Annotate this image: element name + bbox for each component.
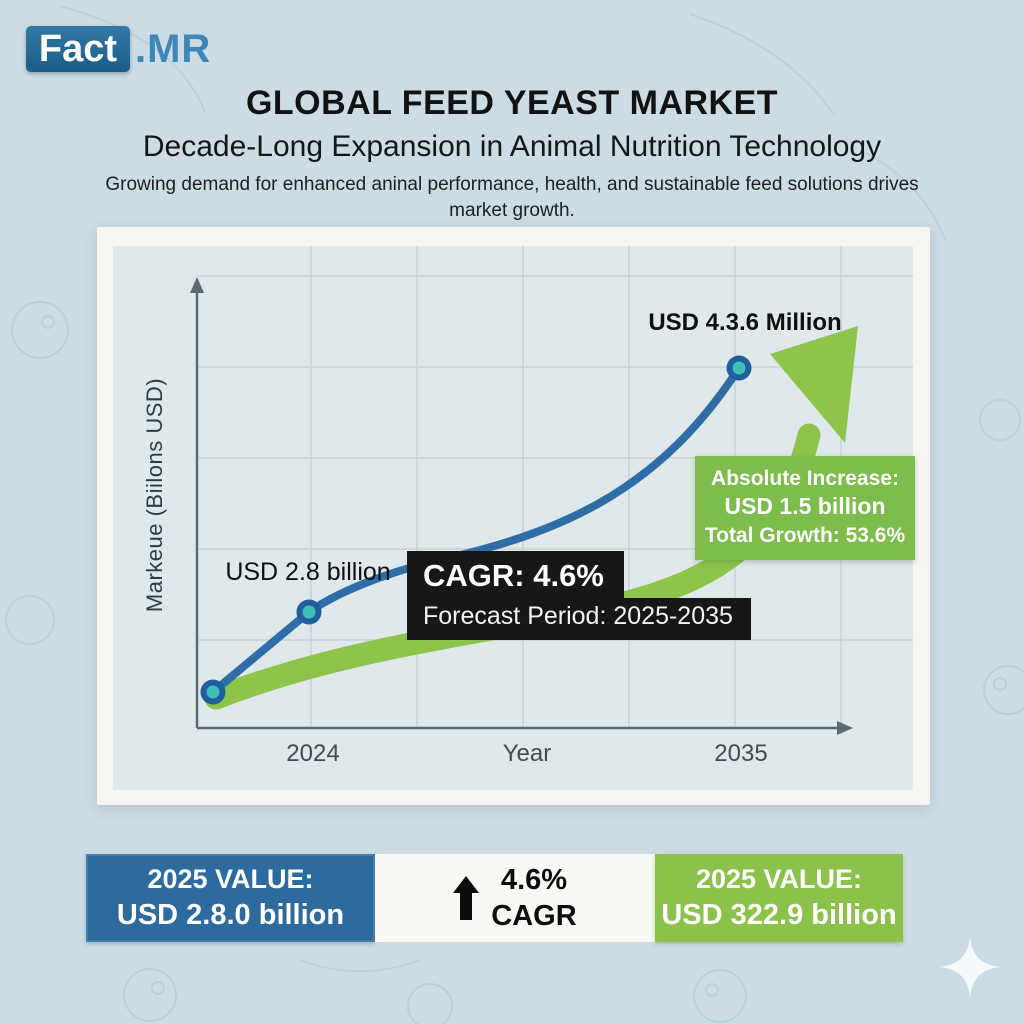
stat-label: 2025 VALUE: (147, 863, 314, 894)
sparkle-icon (939, 936, 1001, 998)
data-point-2024 (200, 679, 226, 705)
up-arrow-icon (453, 876, 480, 920)
stat-value: USD 322.9 billion (661, 898, 897, 931)
cagr-value: CAGR: 4.6% (407, 551, 624, 599)
page-title: GLOBAL FEED YEAST MARKET (245, 84, 779, 122)
x-tick-2035: 2035 (714, 740, 768, 767)
axes (195, 289, 843, 730)
total-growth-value: Total Growth: 53.6% (704, 524, 906, 548)
stats-bar: 2025 VALUE: USD 2.8.0 billion 4.6% CAGR … (86, 854, 903, 942)
y-axis-label: Markeue (Biilons USD) (142, 377, 167, 613)
y-axis-arrow-icon (190, 277, 204, 293)
stat-box-cagr: 4.6% CAGR (375, 854, 655, 942)
absolute-increase-label: Absolute Increase: (711, 467, 899, 490)
point-label-2025: USD 2.8 billion (225, 558, 391, 586)
stat-value: USD 2.8.0 billion (116, 898, 345, 931)
absolute-increase-value: USD 1.5 billion (724, 493, 886, 520)
stat-box-2025-value: 2025 VALUE: USD 2.8.0 billion (86, 854, 375, 942)
data-point-2035 (726, 355, 752, 381)
cagr-percent: 4.6% (500, 863, 568, 896)
growth-arrow-head (770, 326, 858, 443)
brand-logo-suffix: .MR (135, 26, 212, 71)
x-axis-label-year: Year (502, 740, 552, 767)
x-tick-2024: 2024 (286, 740, 340, 767)
stat-box-2035-value: 2025 VALUE: USD 322.9 billion (655, 854, 903, 942)
growth-callout: Absolute Increase: USD 1.5 billion Total… (695, 456, 915, 561)
cagr-callout: CAGR: 4.6% Forecast Period: 2025-2035 (407, 551, 751, 640)
point-label-2035: USD 4.3.6 Million (648, 309, 842, 336)
data-point-2025 (296, 599, 322, 625)
x-axis-arrow-icon (837, 721, 853, 735)
chart-panel: Markeue (Biilons USD) 2024 Year 2035 USD… (97, 227, 930, 805)
forecast-period: Forecast Period: 2025-2035 (407, 598, 751, 640)
stat-label: 2025 VALUE: (695, 863, 863, 894)
page-subtitle: Decade-Long Expansion in Animal Nutritio… (142, 130, 882, 163)
market-value-line (209, 364, 743, 696)
brand-logo-plate: Fact (26, 26, 130, 72)
brand-logo: Fact .MR (26, 26, 211, 72)
cagr-label: CAGR (491, 900, 577, 932)
page-description: Growing demand for enhanced aninal perfo… (105, 174, 919, 221)
